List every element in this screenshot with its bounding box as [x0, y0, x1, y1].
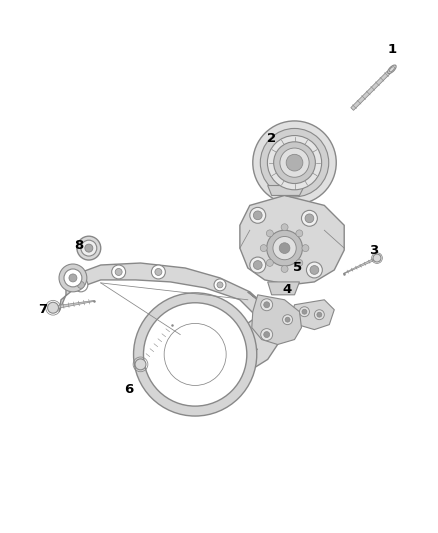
Circle shape: [267, 230, 303, 266]
Circle shape: [302, 309, 307, 314]
Circle shape: [305, 214, 314, 223]
Circle shape: [301, 211, 318, 226]
Text: 4: 4: [283, 284, 292, 296]
Circle shape: [214, 279, 226, 291]
Circle shape: [81, 240, 97, 256]
Circle shape: [144, 303, 247, 406]
Circle shape: [77, 236, 101, 260]
Circle shape: [260, 245, 267, 252]
Circle shape: [302, 245, 309, 252]
Text: 6: 6: [124, 383, 133, 395]
Circle shape: [64, 269, 82, 287]
Circle shape: [266, 230, 273, 237]
Circle shape: [253, 121, 336, 204]
Polygon shape: [343, 257, 378, 274]
Circle shape: [264, 302, 270, 308]
Circle shape: [261, 329, 273, 341]
Ellipse shape: [388, 65, 396, 74]
Text: 2: 2: [267, 132, 276, 146]
Circle shape: [253, 211, 262, 220]
Circle shape: [115, 269, 122, 276]
Circle shape: [217, 282, 223, 288]
Polygon shape: [141, 292, 278, 391]
Circle shape: [253, 261, 262, 269]
Circle shape: [280, 148, 309, 177]
Circle shape: [155, 269, 162, 276]
Circle shape: [296, 230, 303, 237]
Circle shape: [69, 274, 77, 282]
Circle shape: [283, 314, 293, 325]
Polygon shape: [351, 71, 390, 110]
Circle shape: [296, 260, 303, 266]
Circle shape: [59, 264, 87, 292]
Circle shape: [48, 302, 59, 313]
Circle shape: [314, 310, 324, 320]
Text: 1: 1: [387, 43, 396, 56]
Polygon shape: [252, 295, 301, 344]
Text: 7: 7: [39, 303, 48, 316]
Circle shape: [135, 359, 146, 370]
Polygon shape: [292, 300, 334, 329]
Circle shape: [307, 262, 322, 278]
Circle shape: [285, 317, 290, 322]
Circle shape: [250, 207, 266, 223]
Polygon shape: [139, 325, 172, 365]
Polygon shape: [53, 301, 94, 309]
Circle shape: [373, 254, 381, 262]
Circle shape: [152, 265, 165, 279]
Circle shape: [286, 155, 303, 171]
Circle shape: [74, 278, 88, 292]
Circle shape: [250, 257, 266, 273]
Polygon shape: [268, 282, 300, 295]
Circle shape: [267, 135, 321, 190]
Circle shape: [281, 224, 288, 231]
Circle shape: [134, 293, 257, 416]
Polygon shape: [268, 185, 304, 196]
Circle shape: [261, 299, 273, 311]
Circle shape: [264, 332, 270, 337]
Polygon shape: [240, 196, 344, 285]
Text: 3: 3: [369, 244, 378, 256]
Circle shape: [317, 312, 322, 317]
Circle shape: [112, 265, 126, 279]
Circle shape: [310, 265, 319, 274]
Circle shape: [279, 243, 290, 254]
Circle shape: [281, 265, 288, 272]
Circle shape: [274, 142, 315, 183]
Circle shape: [260, 128, 329, 197]
Circle shape: [78, 281, 85, 288]
Circle shape: [85, 244, 93, 252]
Circle shape: [300, 307, 309, 317]
Text: 8: 8: [74, 239, 84, 252]
Circle shape: [273, 237, 296, 260]
Polygon shape: [59, 263, 278, 350]
Circle shape: [266, 260, 273, 266]
Text: 5: 5: [293, 262, 302, 274]
